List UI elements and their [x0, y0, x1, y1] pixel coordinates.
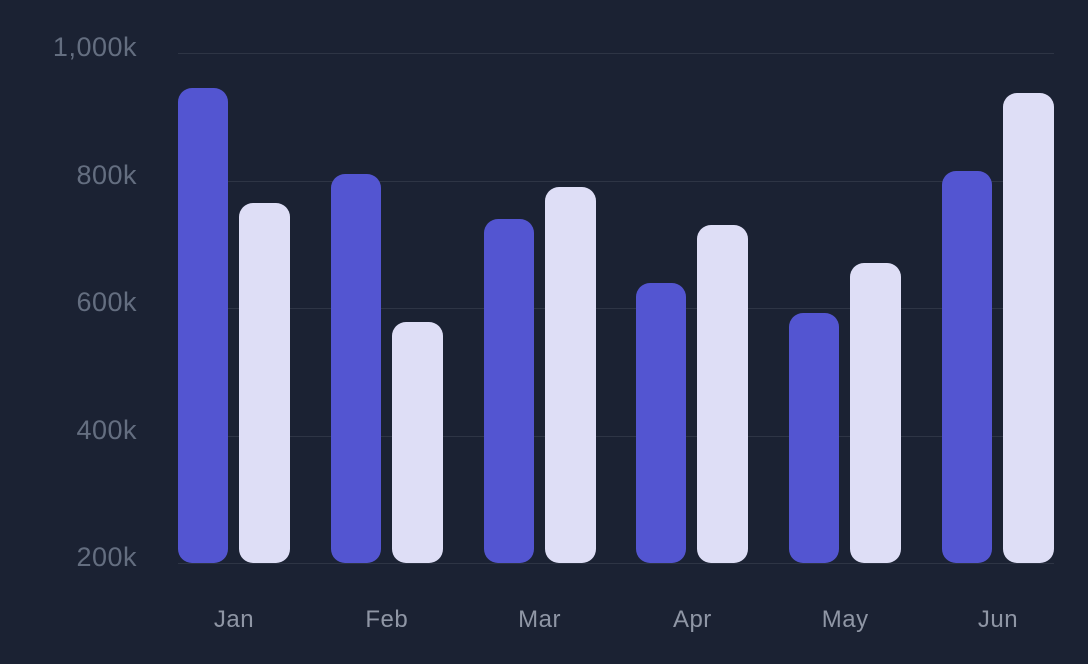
- gridline-600k: [178, 308, 1054, 309]
- bar-feb-series-2-lavender[interactable]: [391, 322, 443, 563]
- gridline-200k: [178, 563, 1054, 564]
- bar-jan-series-2-lavender[interactable]: [239, 202, 290, 563]
- bar-mar-series-2-lavender[interactable]: [544, 186, 596, 563]
- bar-mar-series-1-purple[interactable]: [483, 218, 534, 563]
- bar-jan-series-1-purple[interactable]: [178, 88, 228, 563]
- bar-may-series-2-lavender[interactable]: [850, 263, 902, 563]
- gridline-800k: [178, 180, 1054, 182]
- gridline-1,000k: [178, 53, 1054, 54]
- x-tick-label-feb: Feb: [365, 606, 409, 633]
- x-tick-label-apr: Apr: [672, 606, 712, 633]
- y-tick-label: 800k: [76, 159, 137, 190]
- x-tick-label-jan: Jan: [213, 606, 255, 633]
- bar-jun-series-1-purple[interactable]: [942, 170, 992, 563]
- y-tick-label: 600k: [76, 287, 137, 317]
- x-tick-label-may: May: [821, 606, 869, 633]
- bar-apr-series-2-lavender[interactable]: [697, 225, 749, 563]
- bar-feb-series-1-purple[interactable]: [330, 174, 381, 563]
- y-tick-label: 1,000k: [52, 32, 137, 62]
- bar-jun-series-2-lavender[interactable]: [1003, 93, 1054, 563]
- x-tick-label-jun: Jun: [977, 606, 1019, 633]
- bar-may-series-1-purple[interactable]: [789, 313, 840, 563]
- bar-apr-series-1-purple[interactable]: [636, 282, 687, 563]
- gridline-400k: [178, 435, 1054, 437]
- y-tick-label: 200k: [76, 542, 137, 572]
- y-tick-label: 400k: [76, 414, 137, 445]
- x-tick-label-mar: Mar: [518, 606, 562, 633]
